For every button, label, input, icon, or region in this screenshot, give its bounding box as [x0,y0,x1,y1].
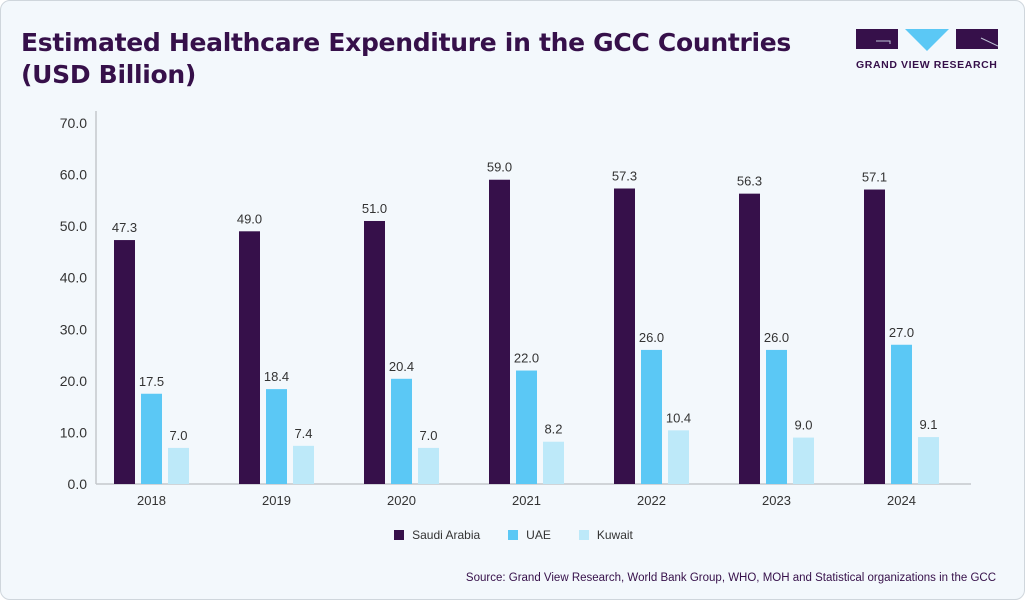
legend-label: Saudi Arabia [412,528,481,542]
chart-title: Estimated Healthcare Expenditure in the … [21,28,792,89]
legend-item: Saudi Arabia [394,528,480,542]
bar-uae [266,389,287,484]
data-label: 26.0 [764,330,789,345]
legend-swatch [508,530,519,540]
data-label: 7.0 [169,428,187,443]
data-label: 26.0 [639,330,664,345]
y-tick-label: 50.0 [60,218,87,234]
legend-swatch [394,530,405,540]
legend-item: Kuwait [578,528,633,542]
bar-saudi-arabia [114,240,135,484]
data-label: 20.4 [389,359,414,374]
bar-kuwait [293,445,314,484]
data-label: 49.0 [237,211,262,226]
bar-uae [516,370,537,484]
x-tick-label: 2020 [387,493,416,508]
x-tick-label: 2024 [887,493,916,508]
x-tick-label: 2023 [762,493,791,508]
y-tick-label: 40.0 [60,270,87,286]
bar-kuwait [918,437,939,484]
data-label: 7.4 [294,426,312,441]
bar-saudi-arabia [614,188,635,484]
data-label: 9.1 [919,417,937,432]
bar-uae [891,344,912,484]
bar-uae [141,393,162,484]
bar-kuwait [668,430,689,484]
x-tick-label: 2018 [137,493,166,508]
grand-view-research-logo [856,29,998,51]
source-note: Source: Grand View Research, World Bank … [465,572,996,584]
bar-kuwait [793,437,814,484]
data-label: 59.0 [487,160,512,175]
legend-label: Kuwait [596,528,633,542]
data-label: 51.0 [362,201,387,216]
legend: Saudi Arabia UAE Kuwait [1,528,1024,542]
y-tick-label: 30.0 [60,321,87,337]
bar-uae [766,349,787,484]
y-tick-label: 0.0 [68,476,88,492]
x-tick-label: 2019 [262,493,291,508]
bar-saudi-arabia [489,179,510,484]
bar-kuwait [543,441,564,484]
y-tick-label: 70.0 [60,115,87,131]
bar-kuwait [168,447,189,484]
y-tick-label: 60.0 [60,167,87,183]
data-label: 9.0 [794,418,812,433]
data-label: 27.0 [889,325,914,340]
legend-label: UAE [526,528,551,542]
data-label: 17.5 [139,374,164,389]
bar-kuwait [418,447,439,484]
bar-saudi-arabia [864,189,885,484]
data-label: 57.3 [612,168,637,183]
data-label: 57.1 [862,170,887,185]
bar-uae [391,378,412,484]
bar-saudi-arabia [364,220,385,484]
x-tick-label: 2021 [512,493,541,508]
x-tick-label: 2022 [637,493,666,508]
bar-saudi-arabia [239,231,260,484]
data-label: 56.3 [737,174,762,189]
data-label: 8.2 [544,422,562,437]
y-tick-label: 10.0 [60,424,87,440]
data-label: 22.0 [514,351,539,366]
data-label: 18.4 [264,369,289,384]
data-label: 7.0 [419,428,437,443]
y-tick-label: 20.0 [60,373,87,389]
legend-item: UAE [508,528,551,542]
data-label: 47.3 [112,220,137,235]
data-label: 10.4 [666,410,691,425]
logo-text: GRAND VIEW RESEARCH [856,59,998,71]
bar-saudi-arabia [739,193,760,484]
bar-uae [641,349,662,484]
legend-swatch [578,530,589,540]
